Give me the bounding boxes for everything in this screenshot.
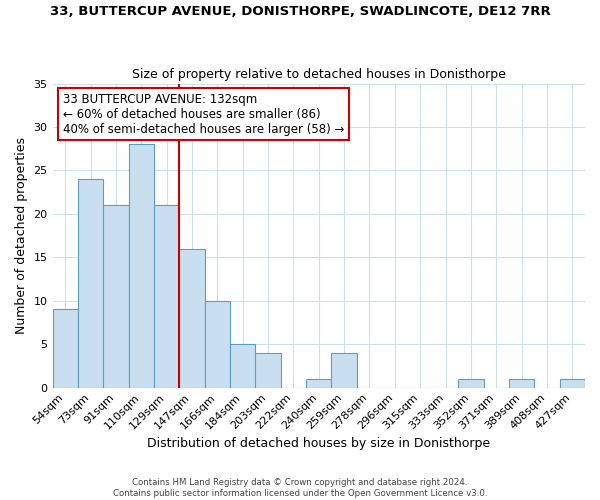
Bar — [256, 353, 281, 388]
X-axis label: Distribution of detached houses by size in Donisthorpe: Distribution of detached houses by size … — [147, 437, 490, 450]
Bar — [179, 248, 205, 388]
Text: 33, BUTTERCUP AVENUE, DONISTHORPE, SWADLINCOTE, DE12 7RR: 33, BUTTERCUP AVENUE, DONISTHORPE, SWADL… — [50, 5, 550, 18]
Bar — [306, 379, 331, 388]
Bar — [103, 205, 128, 388]
Title: Size of property relative to detached houses in Donisthorpe: Size of property relative to detached ho… — [132, 68, 506, 81]
Bar — [53, 310, 78, 388]
Text: 33 BUTTERCUP AVENUE: 132sqm
← 60% of detached houses are smaller (86)
40% of sem: 33 BUTTERCUP AVENUE: 132sqm ← 60% of det… — [63, 92, 344, 136]
Y-axis label: Number of detached properties: Number of detached properties — [15, 137, 28, 334]
Bar — [331, 353, 357, 388]
Bar — [205, 300, 230, 388]
Bar — [128, 144, 154, 388]
Bar — [509, 379, 534, 388]
Bar — [458, 379, 484, 388]
Bar — [230, 344, 256, 388]
Bar — [78, 179, 103, 388]
Bar — [560, 379, 585, 388]
Bar — [154, 205, 179, 388]
Text: Contains HM Land Registry data © Crown copyright and database right 2024.
Contai: Contains HM Land Registry data © Crown c… — [113, 478, 487, 498]
